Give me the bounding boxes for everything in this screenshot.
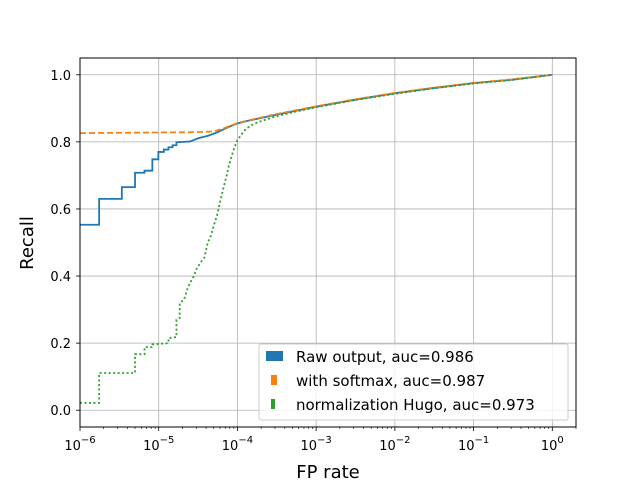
x-tick-label: 10−4 — [222, 435, 253, 454]
legend: Raw output, auc=0.986 with softmax, auc=… — [258, 343, 569, 421]
y-tick-label: 0.4 — [50, 270, 71, 285]
x-tick-label: 10−6 — [64, 435, 95, 454]
x-tick-label: 10−5 — [143, 435, 174, 454]
plot-frame — [79, 57, 577, 428]
legend-frame — [258, 343, 569, 421]
legend-label-raw-output: Raw output, auc=0.986 — [296, 348, 474, 366]
y-tick-label: 0.0 — [50, 404, 71, 419]
x-tick-label: 10−1 — [458, 435, 489, 454]
ticks: 10−6 10−5 10−4 10−3 10−2 10−1 100 0.0 0.2 0.4 0.6 0… — [50, 69, 577, 454]
x-axis-label: FP rate — [296, 462, 360, 480]
y-tick-label: 0.2 — [50, 337, 71, 352]
y-tick-label: 0.6 — [50, 203, 71, 218]
legend-label-with-softmax: with softmax, auc=0.987 — [296, 372, 485, 390]
legend-swatch-with-softmax — [271, 375, 277, 385]
legend-label-normalization-hugo: normalization Hugo, auc=0.973 — [296, 396, 535, 414]
y-tick-label: 0.8 — [50, 136, 71, 151]
series-line-1 — [79, 73, 553, 135]
y-axis-label: Recall — [17, 216, 38, 270]
x-tick-label: 10−3 — [301, 435, 332, 454]
legend-swatch-normalization-hugo — [271, 399, 275, 409]
x-tick-label: 100 — [541, 435, 564, 454]
x-tick-label: 10−2 — [379, 435, 410, 454]
legend-swatch-raw-output — [266, 351, 283, 361]
grid — [79, 58, 576, 427]
y-tick-label: 1.0 — [50, 69, 71, 84]
series-lines — [79, 73, 553, 404]
